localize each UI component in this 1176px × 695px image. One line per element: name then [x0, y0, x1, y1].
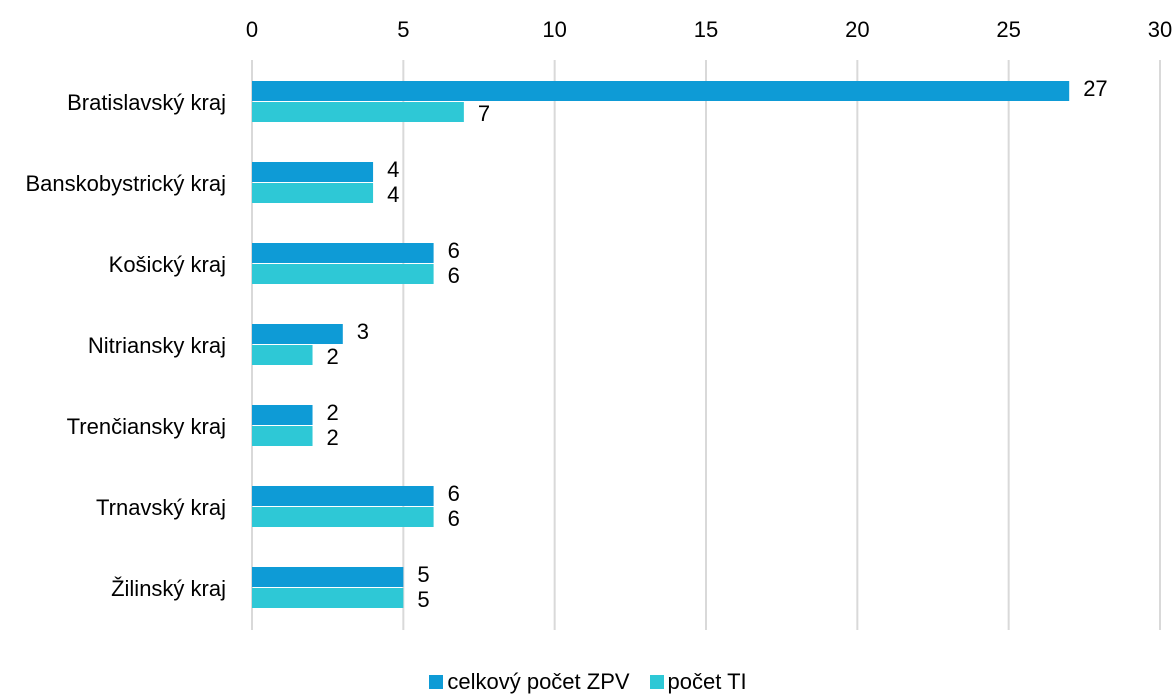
x-tick-label-15: 15: [694, 17, 718, 42]
bar-series-1-5: [252, 486, 434, 506]
bar-series-1-4: [252, 405, 313, 425]
data-label-series-2-3: 2: [327, 344, 339, 369]
category-label-4: Trenčiansky kraj: [67, 414, 226, 439]
legend-item-series-2: počet TI: [649, 669, 747, 695]
bar-series-2-6: [252, 588, 404, 608]
bar-series-2-3: [252, 345, 313, 365]
legend-swatch-series-2: [649, 675, 664, 689]
legend: celkový počet ZPV počet TI: [0, 669, 1176, 695]
bar-series-1-3: [252, 324, 343, 344]
category-label-5: Trnavský kraj: [96, 495, 226, 520]
data-label-series-1-1: 4: [387, 157, 399, 182]
x-tick-label-0: 0: [246, 17, 258, 42]
data-label-series-1-3: 3: [357, 319, 369, 344]
bar-series-2-4: [252, 426, 313, 446]
data-label-series-2-1: 4: [387, 182, 399, 207]
bar-series-2-1: [252, 183, 374, 203]
x-tick-label-10: 10: [542, 17, 566, 42]
data-label-series-1-0: 27: [1083, 76, 1107, 101]
bar-series-2-2: [252, 264, 434, 284]
data-label-series-2-2: 6: [448, 263, 460, 288]
legend-label-series-2: počet TI: [667, 669, 747, 694]
bar-series-1-0: [252, 81, 1070, 101]
data-label-series-1-2: 6: [448, 238, 460, 263]
legend-swatch-series-1: [429, 675, 444, 689]
data-label-series-2-6: 5: [417, 587, 429, 612]
x-tick-label-30: 30: [1148, 17, 1172, 42]
category-label-0: Bratislavský kraj: [67, 90, 226, 115]
data-label-series-1-6: 5: [417, 562, 429, 587]
category-label-1: Banskobystrický kraj: [25, 171, 226, 196]
category-label-3: Nitriansky kraj: [88, 333, 226, 358]
data-label-series-2-5: 6: [448, 506, 460, 531]
bar-series-1-2: [252, 243, 434, 263]
data-label-series-2-0: 7: [478, 101, 490, 126]
data-label-series-2-4: 2: [327, 425, 339, 450]
bar-series-1-1: [252, 162, 374, 182]
x-tick-label-20: 20: [845, 17, 869, 42]
bar-series-1-6: [252, 567, 404, 587]
bar-series-2-5: [252, 507, 434, 527]
bar-series-2-0: [252, 102, 464, 122]
category-label-2: Košický kraj: [109, 252, 226, 277]
legend-item-series-1: celkový počet ZPV: [429, 669, 630, 695]
category-label-6: Žilinský kraj: [111, 576, 226, 601]
legend-label-series-1: celkový počet ZPV: [447, 669, 630, 694]
x-tick-label-25: 25: [996, 17, 1020, 42]
data-label-series-1-4: 2: [327, 400, 339, 425]
x-tick-label-5: 5: [397, 17, 409, 42]
data-label-series-1-5: 6: [448, 481, 460, 506]
